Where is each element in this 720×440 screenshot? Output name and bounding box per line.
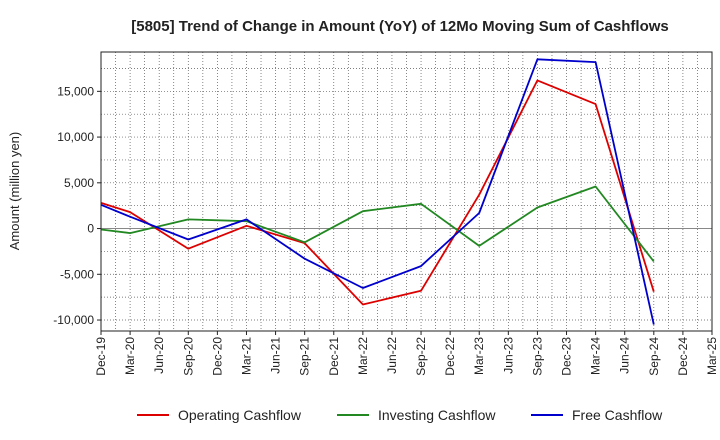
grid [101, 52, 712, 331]
y-tick-label: 15,000 [57, 84, 94, 98]
x-tick-label: Jun-22 [385, 337, 399, 374]
x-tick-label: Dec-21 [327, 337, 341, 376]
x-tick-label: Sep-23 [530, 337, 544, 376]
y-tick-label: 5,000 [64, 176, 94, 190]
y-tick-label: -5,000 [60, 267, 94, 281]
series-layer [100, 58, 655, 325]
y-axis: -10,000 -5,000 0 5,000 10,000 15,000 [53, 84, 101, 327]
x-tick-label: Sep-24 [647, 337, 661, 376]
x-tick-label: Dec-22 [443, 337, 457, 376]
x-tick-label: Jun-23 [501, 337, 515, 374]
legend-label: Free Cashflow [572, 407, 663, 423]
chart-title: [5805] Trend of Change in Amount (YoY) o… [131, 18, 669, 35]
x-tick-label: Dec-23 [560, 337, 574, 376]
x-tick-label: Mar-20 [123, 337, 137, 375]
series-line-operating-cashflow [100, 79, 655, 306]
series-line-free-cashflow [100, 58, 655, 325]
x-tick-label: Mar-23 [472, 337, 486, 375]
x-tick-label: Dec-20 [210, 337, 224, 376]
x-tick-label: Mar-22 [356, 337, 370, 375]
x-tick-label: Sep-21 [298, 337, 312, 376]
x-tick-label: Jun-20 [152, 337, 166, 374]
y-axis-label: Amount (million yen) [7, 132, 22, 251]
x-tick-label: Mar-21 [239, 337, 253, 375]
y-tick-label: 0 [87, 222, 94, 236]
x-tick-label: Dec-24 [676, 337, 690, 376]
x-tick-label: Mar-25 [705, 337, 719, 375]
series-line-investing-cashflow [100, 185, 655, 263]
legend-label: Operating Cashflow [178, 407, 302, 423]
x-tick-label: Jun-24 [618, 337, 632, 374]
x-tick-label: Sep-22 [414, 337, 428, 376]
x-axis: Dec-19 Mar-20 Jun-20 Sep-20 Dec-20 Mar-21 Jun-… [94, 331, 719, 376]
plot-frame [100, 51, 713, 332]
x-tick-label: Sep-20 [181, 337, 195, 376]
legend-label: Investing Cashflow [378, 407, 496, 423]
y-tick-label: -10,000 [53, 313, 94, 327]
legend: Operating Cashflow Investing Cashflow Free… [137, 407, 663, 423]
x-tick-label: Mar-24 [589, 337, 603, 375]
x-tick-label: Dec-19 [94, 337, 108, 376]
x-tick-label: Jun-21 [269, 337, 283, 374]
y-tick-label: 10,000 [57, 130, 94, 144]
